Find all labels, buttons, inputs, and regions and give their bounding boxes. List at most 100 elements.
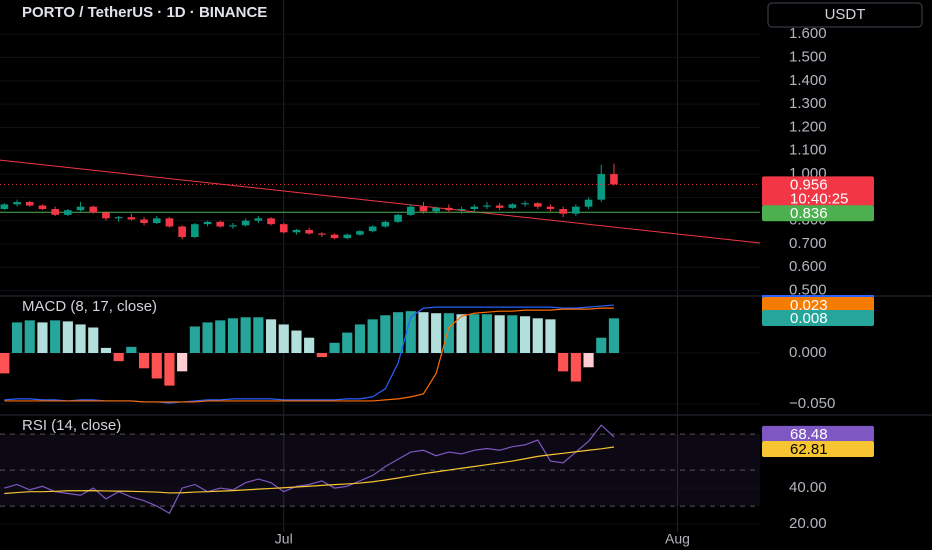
candle-body (165, 218, 174, 227)
histogram-bar (62, 321, 73, 353)
candle-body (140, 219, 148, 223)
histogram-bar (392, 312, 404, 353)
candle-body (216, 221, 225, 227)
histogram-bar (164, 352, 175, 386)
candle-body (191, 224, 199, 237)
histogram-bar (24, 320, 35, 353)
candle-body (521, 203, 529, 205)
y-tick-label: 1.600 (789, 25, 827, 42)
rsi-title: RSI (14, close) (22, 417, 121, 434)
histogram-bar (481, 314, 493, 353)
candle-body (445, 207, 453, 211)
y-tick-label: 1.400 (789, 72, 827, 89)
candle-body (13, 202, 21, 205)
histogram-bar (138, 352, 150, 369)
candle-body (368, 226, 377, 232)
histogram-bar (456, 314, 467, 353)
series-line (4, 307, 614, 403)
histogram-bar (329, 342, 340, 353)
histogram-bar (88, 327, 99, 353)
histogram-bar (75, 324, 86, 353)
histogram-bar (342, 332, 353, 353)
histogram-bar (316, 352, 327, 358)
histogram-bar (570, 352, 581, 382)
y-tick-label: 1.500 (789, 49, 827, 66)
y-tick-label: 0.000 (789, 344, 827, 361)
histogram-bar (126, 346, 137, 353)
price-tag (762, 297, 874, 313)
histogram-bar (151, 352, 162, 379)
price-tag (762, 425, 874, 442)
histogram-bar (608, 318, 620, 353)
candle-body (267, 218, 275, 225)
y-tick-label: 1.100 (789, 142, 827, 159)
candle-body (597, 174, 606, 200)
y-tick-label: 40.00 (789, 479, 827, 496)
x-tick-label: Jul (275, 531, 293, 547)
candle-body (279, 224, 288, 233)
candle-body (432, 207, 440, 212)
candle-body (241, 220, 250, 226)
candle-body (394, 214, 402, 222)
y-tick-label: −0.050 (789, 395, 835, 412)
candle-body (381, 221, 390, 227)
candle-body (470, 206, 479, 210)
candle-body (610, 174, 618, 185)
histogram-bar (215, 320, 226, 353)
y-tick-label: 1.300 (789, 95, 827, 112)
candle-body (114, 217, 123, 219)
macd-title: MACD (8, 17, close) (22, 298, 157, 315)
candle-body (305, 229, 313, 234)
histogram-bar (469, 314, 480, 353)
price-tag-label: 0.023 (790, 297, 828, 314)
trend-line (0, 159, 761, 244)
candle-body (89, 206, 98, 213)
candle-body (292, 229, 301, 233)
candle-body (0, 204, 9, 210)
candle-body (38, 205, 47, 210)
candle-body (76, 206, 85, 211)
candle-body (330, 234, 339, 239)
price-tag (762, 205, 874, 222)
candle-body (152, 218, 161, 223)
histogram-bar (494, 315, 505, 353)
y-tick-label: 0.600 (789, 258, 827, 275)
candle-body (483, 205, 491, 207)
histogram-bar (431, 313, 442, 353)
histogram-bar (545, 319, 556, 353)
candle-body (356, 231, 364, 235)
histogram-bar (380, 315, 391, 353)
series-line (4, 446, 615, 495)
candle-body (572, 206, 580, 214)
y-tick-label: 0.700 (789, 235, 827, 252)
histogram-bar (583, 352, 594, 368)
candle-body (546, 206, 555, 210)
candle-body (25, 202, 34, 206)
histogram-bar (253, 317, 264, 353)
histogram-bar (443, 313, 454, 353)
series-line (4, 424, 615, 515)
histogram-bar (558, 352, 569, 372)
histogram-bar (519, 316, 531, 353)
candle-body (51, 209, 59, 215)
candle-body (457, 209, 466, 211)
histogram-bar (177, 352, 188, 372)
histogram-bar (405, 311, 416, 353)
price-tag (762, 310, 874, 326)
price-tag-label: 0.008 (790, 310, 828, 327)
candle-body (419, 206, 428, 212)
histogram-bar (113, 352, 124, 362)
histogram-bar (0, 352, 10, 374)
currency-label[interactable]: USDT (825, 6, 866, 23)
candle-body (229, 225, 237, 227)
histogram-bar (202, 322, 213, 353)
chart-title: PORTO / TetherUS · 1D · BINANCE (22, 4, 267, 21)
histogram-bar (367, 319, 378, 353)
currency-button[interactable] (767, 2, 923, 28)
histogram-bar (278, 324, 289, 353)
candle-body (508, 204, 517, 208)
candle-body (584, 199, 593, 207)
candle-body (127, 217, 136, 220)
